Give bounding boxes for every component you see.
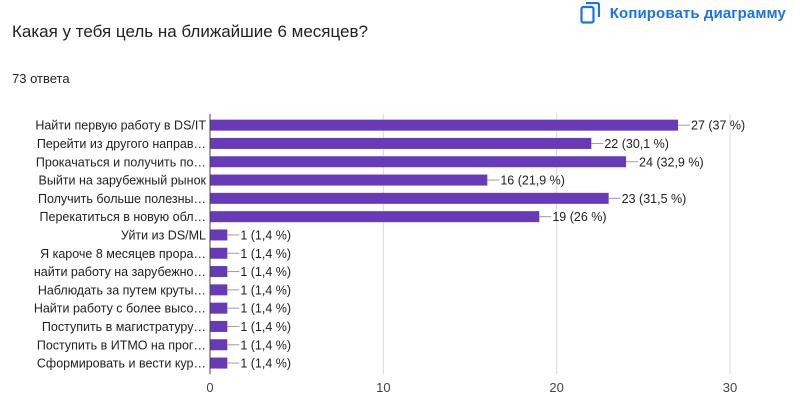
bar [210, 266, 228, 278]
category-label: Уйти из DS/ML [121, 228, 206, 242]
category-label: Поступить в ИТМО на прог… [37, 338, 206, 352]
data-label: 16 (21,9 %) [500, 174, 565, 188]
data-label: 1 (1,4 %) [240, 228, 291, 242]
bar [210, 174, 488, 186]
bar [210, 247, 228, 259]
data-label: 27 (37 %) [691, 119, 745, 133]
category-label: найти работу на зарубежно… [34, 265, 206, 279]
category-label: Найти первую работу в DS/IT [35, 119, 206, 133]
copy-chart-button[interactable]: Копировать диаграмму [580, 0, 786, 26]
bar [210, 284, 228, 296]
data-label: 1 (1,4 %) [240, 338, 291, 352]
category-label: Поступить в магистратуру… [42, 320, 206, 334]
data-label: 1 (1,4 %) [240, 320, 291, 334]
data-label: 1 (1,4 %) [240, 302, 291, 316]
data-label: 1 (1,4 %) [240, 283, 291, 297]
bar [210, 320, 228, 332]
category-label: Найти работу с более высо… [34, 302, 206, 316]
x-tick-label: 20 [549, 380, 563, 395]
bar [210, 119, 678, 131]
bar [210, 302, 228, 314]
data-label: 23 (31,5 %) [622, 192, 687, 206]
x-tick-label: 0 [206, 380, 213, 395]
bar [210, 137, 592, 149]
bar [210, 339, 228, 351]
x-tick-label: 10 [376, 380, 390, 395]
question-title: Какая у тебя цель на ближайшие 6 месяцев… [12, 22, 368, 41]
bar [210, 357, 228, 369]
x-tick-label: 30 [723, 380, 737, 395]
data-label: 1 (1,4 %) [240, 247, 291, 261]
category-label: Наблюдать за путем круты… [38, 283, 206, 297]
bar [210, 211, 540, 223]
category-label: Сформировать и вести кур… [37, 357, 206, 371]
copy-chart-label: Копировать диаграмму [609, 4, 786, 22]
copy-icon [580, 2, 600, 24]
category-label: Прокачаться и получить по… [36, 155, 206, 169]
category-label: Я кароче 8 месяцев прора… [40, 247, 206, 261]
category-label: Перейти из другого направ… [37, 137, 206, 151]
data-label: 19 (26 %) [552, 210, 606, 224]
category-label: Перекатиться в новую обл… [40, 210, 206, 224]
data-label: 1 (1,4 %) [240, 357, 291, 371]
category-label: Получить больше полезны… [38, 192, 206, 206]
bar [210, 229, 228, 241]
data-label: 22 (30,1 %) [604, 137, 669, 151]
category-label: Выйти на зарубежный рынок [39, 174, 207, 188]
bar [210, 156, 626, 168]
response-count: 73 ответа [12, 71, 70, 86]
data-label: 24 (32,9 %) [639, 155, 704, 169]
data-label: 1 (1,4 %) [240, 265, 291, 279]
bar [210, 192, 609, 204]
